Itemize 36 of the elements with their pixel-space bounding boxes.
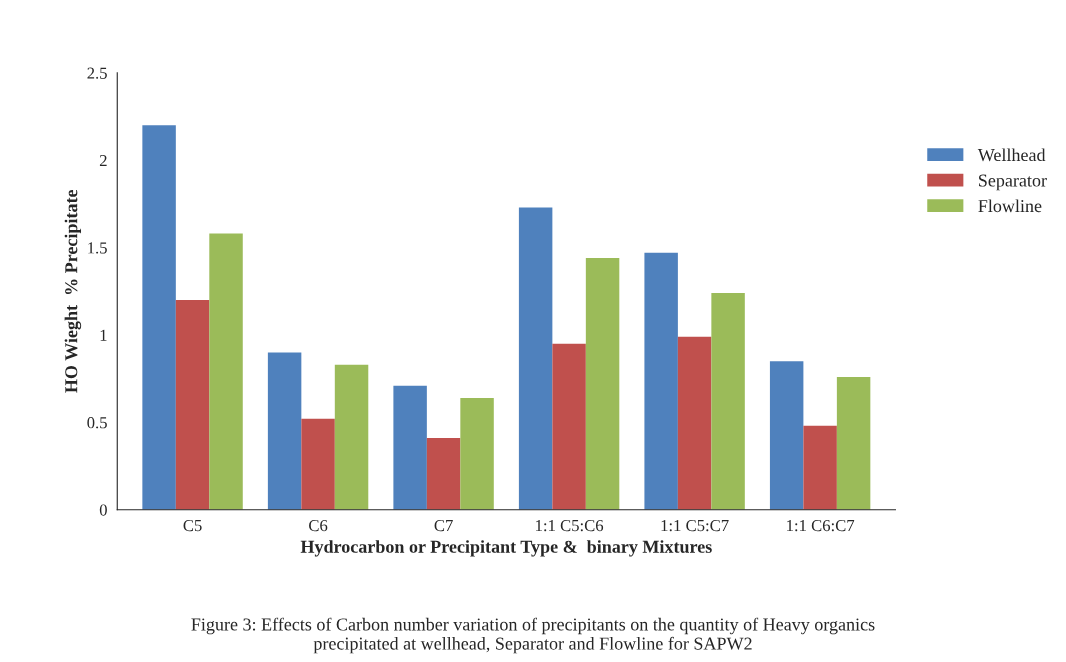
caption: Figure 3: Effects of Carbon number variation of precipitants on the quantity of Heavy organics precipitated at wellhead, Separator and Flowline for SAPW2	[191, 617, 875, 654]
y-tick-label: 1	[100, 329, 107, 341]
y-axis-title: HO Wieght % Precipitate	[64, 189, 82, 393]
bar	[267, 352, 302, 510]
legend-label: Separator	[979, 174, 1047, 191]
bar	[460, 397, 494, 510]
bar	[677, 336, 712, 510]
bar	[769, 361, 804, 510]
legend-label: Flowline	[978, 199, 1042, 213]
bar	[803, 425, 837, 510]
bar	[585, 258, 620, 510]
y-tick-label: 1.5	[88, 242, 107, 254]
bar	[426, 438, 461, 510]
x-tick-label: C6	[309, 519, 328, 532]
y-tick-label: 0	[99, 504, 107, 516]
x-tick-label: 1:1 C5:C6	[536, 519, 604, 532]
y-tick-label: 0.5	[87, 417, 107, 429]
bar	[175, 300, 210, 510]
bar	[142, 125, 176, 510]
bar	[393, 385, 427, 510]
bar	[518, 207, 553, 510]
legend-label: Wellhead	[977, 148, 1046, 162]
bar	[644, 252, 678, 510]
bar	[836, 376, 871, 510]
x-tick-label: 1:1 C5:C7	[661, 519, 729, 532]
x-tick-label: 1:1 C6:C7	[787, 519, 855, 532]
bar	[334, 364, 369, 510]
x-tick-label: C5	[183, 519, 202, 532]
bar	[301, 418, 335, 510]
x-tick-label: C7	[434, 519, 453, 532]
y-tick-label: 2	[99, 154, 107, 166]
bar	[552, 343, 586, 510]
bar	[711, 293, 745, 510]
bar	[209, 233, 243, 510]
x-axis-title: Hydrocarbon or Precipitant Type & binary Mixtures	[300, 540, 712, 557]
y-tick-label: 2.5	[87, 67, 107, 79]
